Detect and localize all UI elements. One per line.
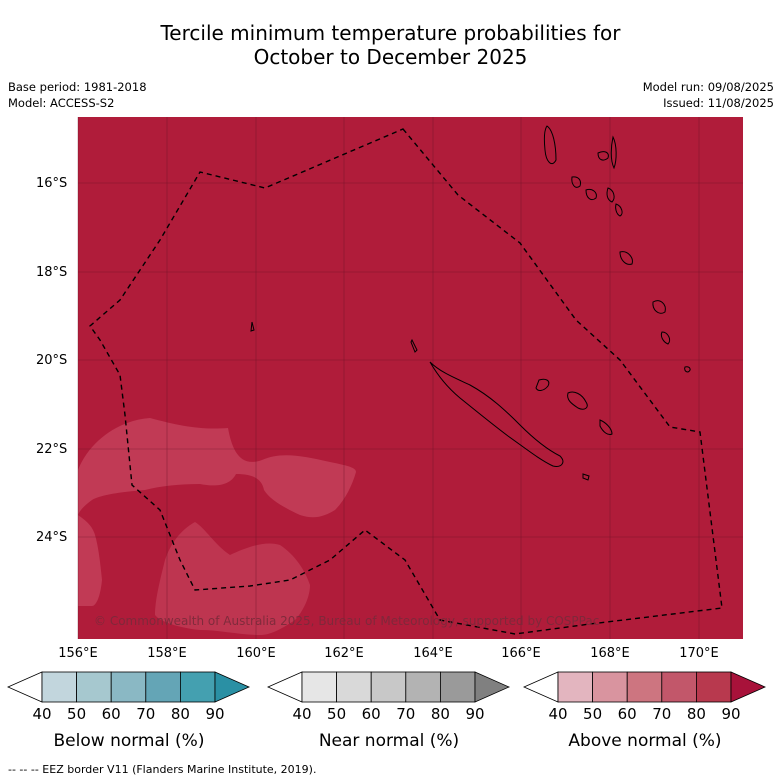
- lon-label-160e: 160°E: [236, 646, 276, 661]
- near-normal-tick: 50: [327, 705, 347, 723]
- below-normal-tick: 80: [170, 705, 190, 723]
- above-normal-segment: [592, 671, 628, 703]
- near-normal-tick: 60: [361, 705, 381, 723]
- model-name: Model: ACCESS-S2: [8, 96, 115, 110]
- below-normal-extend-low: [7, 671, 43, 703]
- above-normal-tick: 70: [652, 705, 672, 723]
- meta-left: Base period: 1981-2018 Model: ACCESS-S2: [8, 79, 147, 111]
- copyright-credit: © Commonwealth of Australia 2025, Bureau…: [94, 614, 600, 628]
- above-normal-tick: 60: [617, 705, 637, 723]
- light-patch-large: [78, 418, 356, 518]
- near-normal-extend-high: [474, 671, 510, 703]
- near-normal-tick: 70: [396, 705, 416, 723]
- lat-label-16s: 16°S: [36, 176, 68, 191]
- map-title-line1: Tercile minimum temperature probabilitie…: [160, 21, 621, 45]
- above-normal-tick: 40: [548, 705, 568, 723]
- issued-date: Issued: 11/08/2025: [663, 96, 774, 110]
- above-normal-tick: 80: [686, 705, 706, 723]
- eez-legend-footer: -- -- -- EEZ border V11 (Flanders Marine…: [8, 763, 317, 776]
- below-normal-colorbar: [7, 671, 250, 703]
- below-normal-segment: [76, 671, 112, 703]
- below-normal-segment: [110, 671, 147, 703]
- lon-label-168e: 168°E: [590, 646, 630, 661]
- model-run: Model run: 09/08/2025: [642, 80, 774, 94]
- lon-label-162e: 162°E: [324, 646, 364, 661]
- above-normal-extend-high: [730, 671, 766, 703]
- coastlines: [250, 125, 691, 481]
- above-normal-tick: 50: [583, 705, 603, 723]
- map-title-line2: October to December 2025: [253, 45, 528, 69]
- near-normal-segment: [336, 671, 372, 703]
- above-normal-segment: [557, 671, 593, 703]
- near-normal-label: Near normal (%): [318, 731, 460, 751]
- near-normal-colorbar: [267, 671, 510, 703]
- above-normal-segment: [696, 671, 732, 703]
- above-normal-extend-low: [523, 671, 559, 703]
- near-normal-segment: [370, 671, 407, 703]
- near-normal-extend-low: [267, 671, 303, 703]
- below-normal-segment: [179, 671, 216, 703]
- lat-label-22s: 22°S: [36, 442, 68, 457]
- near-normal-segment: [301, 671, 337, 703]
- lon-label-166e: 166°E: [501, 646, 541, 661]
- below-normal-label: Below normal (%): [53, 731, 205, 751]
- below-normal-segment: [41, 671, 77, 703]
- lat-label-24s: 24°S: [36, 530, 68, 545]
- below-normal-extend-high: [214, 671, 250, 703]
- above-normal-tick: 90: [721, 705, 741, 723]
- near-normal-tick: 40: [292, 705, 312, 723]
- near-normal-tick: 80: [430, 705, 450, 723]
- below-normal-tick: 40: [32, 705, 52, 723]
- below-normal-tick: 90: [205, 705, 225, 723]
- below-normal-segment: [145, 671, 181, 703]
- lat-label-18s: 18°S: [36, 265, 68, 280]
- lon-label-164e: 164°E: [413, 646, 453, 661]
- above-normal-segment: [661, 671, 697, 703]
- below-normal-tick: 60: [101, 705, 121, 723]
- lon-label-156e: 156°E: [58, 646, 98, 661]
- near-normal-segment: [405, 671, 441, 703]
- lon-label-158e: 158°E: [147, 646, 187, 661]
- lon-label-170e: 170°E: [679, 646, 719, 661]
- colorbars: [7, 671, 766, 703]
- near-normal-tick: 90: [465, 705, 485, 723]
- below-normal-tick: 50: [67, 705, 87, 723]
- above-normal-segment: [626, 671, 663, 703]
- eez-border: [89, 128, 723, 635]
- near-normal-segment: [439, 671, 476, 703]
- above-normal-label: Above normal (%): [568, 731, 722, 751]
- light-patch-south: [155, 522, 310, 635]
- base-period: Base period: 1981-2018: [8, 80, 147, 94]
- light-patch-west: [78, 515, 102, 606]
- meta-right: Model run: 09/08/2025 Issued: 11/08/2025: [643, 79, 774, 111]
- above-normal-colorbar: [523, 671, 766, 703]
- lat-label-20s: 20°S: [36, 353, 68, 368]
- below-normal-tick: 70: [136, 705, 156, 723]
- graticule: [77, 117, 743, 639]
